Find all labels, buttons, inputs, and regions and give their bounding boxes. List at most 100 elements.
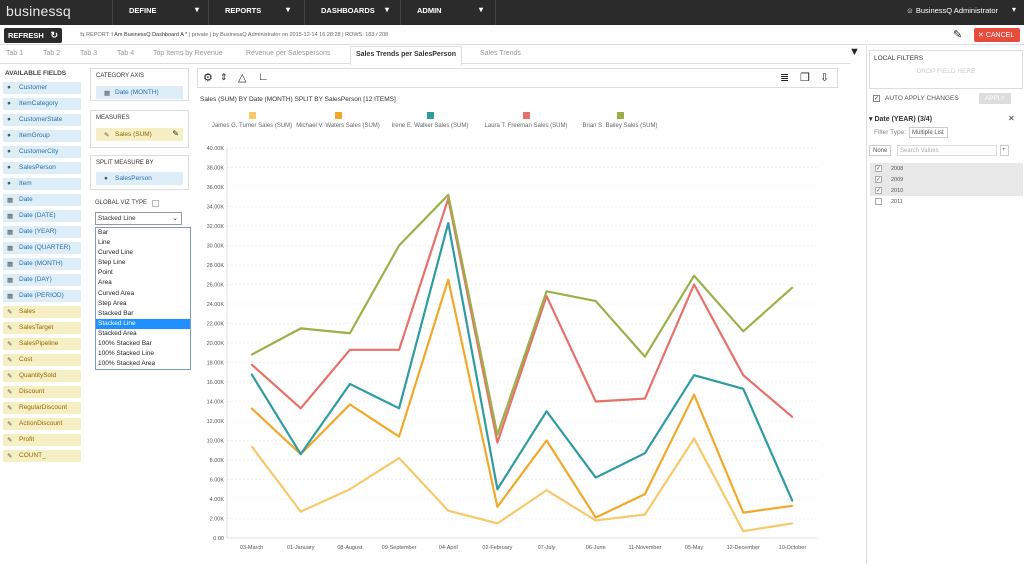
field-salestarget[interactable]: ✎ SalesTarget bbox=[3, 322, 81, 334]
drop-field-zone[interactable]: DROP FIELD HERE bbox=[916, 68, 976, 75]
viz-option-curved-area[interactable]: Curved Area bbox=[98, 289, 135, 297]
viz-option-stacked-area[interactable]: Stacked Area bbox=[98, 329, 137, 337]
filter-type-select[interactable]: Multiple List bbox=[909, 127, 948, 138]
y-tick-label: 36.00K bbox=[207, 185, 225, 191]
split-measure-chip[interactable]: ● SalesPerson bbox=[96, 172, 183, 185]
field-itemcategory[interactable]: ● ItemCategory bbox=[3, 98, 81, 110]
field-date[interactable]: ▦ Date bbox=[3, 194, 81, 206]
tab-revenue-per-salespersons[interactable]: Revenue per Salespersons bbox=[246, 50, 331, 57]
tab-2[interactable]: Tab 2 bbox=[43, 50, 61, 57]
category-axis-chip[interactable]: ▦ Date (MONTH) bbox=[96, 86, 183, 99]
download-icon[interactable]: ⇩ bbox=[820, 72, 830, 84]
nav-admin[interactable]: ADMIN ▾ bbox=[400, 0, 496, 25]
search-values-input[interactable]: Search Values bbox=[897, 145, 997, 156]
pencil-icon[interactable]: ✎ bbox=[953, 29, 963, 41]
viz-type-checkbox[interactable] bbox=[152, 200, 159, 207]
field-regulardiscount[interactable]: ✎ RegularDiscount bbox=[3, 402, 81, 414]
data-point bbox=[496, 441, 499, 444]
legend-item[interactable]: Irene E. Walker Sales (SUM) bbox=[375, 112, 485, 129]
tab-sales-trends[interactable]: Sales Trends bbox=[480, 50, 521, 57]
legend-item[interactable]: Michael V. Waters Sales (SUM) bbox=[283, 112, 393, 129]
field-actiondiscount[interactable]: ✎ ActionDiscount bbox=[3, 418, 81, 430]
field-itemgroup[interactable]: ● ItemGroup bbox=[3, 130, 81, 142]
auto-apply-checkbox[interactable]: ✓ bbox=[873, 95, 880, 102]
legend-item[interactable]: James G. Turner Sales (SUM) bbox=[197, 112, 307, 129]
tab-1[interactable]: Tab 1 bbox=[6, 50, 24, 57]
field-quantitysold[interactable]: ✎ QuantitySold bbox=[3, 370, 81, 382]
ruler-icon: ✎ bbox=[7, 421, 13, 428]
filter-value-2009[interactable]: ✓ 2009 bbox=[870, 174, 1023, 185]
viz-option-stacked-line[interactable]: Stacked Line bbox=[96, 318, 190, 329]
viz-option-point[interactable]: Point bbox=[98, 269, 113, 277]
copy-icon[interactable]: ❐ bbox=[800, 72, 810, 84]
viz-option-line[interactable]: Line bbox=[98, 239, 111, 247]
filter-value-checkbox[interactable]: ✓ bbox=[875, 187, 882, 194]
data-point bbox=[693, 283, 695, 286]
field-customer[interactable]: ● Customer bbox=[3, 82, 81, 94]
viz-option-step-line[interactable]: Step Line bbox=[98, 259, 126, 267]
tab-3[interactable]: Tab 3 bbox=[80, 50, 98, 57]
field-date-period[interactable]: ▦ Date (PERIOD) bbox=[3, 290, 81, 302]
viz-option-step-area[interactable]: Step Area bbox=[98, 299, 127, 307]
none-button[interactable]: None bbox=[869, 145, 891, 156]
field-customerstate[interactable]: ● CustomerState bbox=[3, 114, 81, 126]
field-date-day[interactable]: ▦ Date (DAY) bbox=[3, 274, 81, 286]
viz-option-stacked-bar[interactable]: Stacked Bar bbox=[98, 309, 134, 317]
viz-option-area[interactable]: Area bbox=[98, 279, 112, 287]
viz-option-curved-line[interactable]: Curved Line bbox=[98, 249, 134, 257]
field-date-quarter[interactable]: ▦ Date (QUARTER) bbox=[3, 242, 81, 254]
axes-icon[interactable]: ∟ bbox=[258, 71, 269, 83]
field-customercity[interactable]: ● CustomerCity bbox=[3, 146, 81, 158]
close-icon[interactable]: ✕ bbox=[1008, 114, 1015, 123]
refresh-button[interactable]: REFRESH ↻ bbox=[4, 28, 62, 43]
field-profit[interactable]: ✎ Profit bbox=[3, 434, 81, 446]
filter-value-label: 2008 bbox=[891, 166, 904, 172]
cancel-button[interactable]: ✕ CANCEL bbox=[974, 28, 1020, 42]
field-date-year[interactable]: ▦ Date (YEAR) bbox=[3, 226, 81, 238]
viz-option-100-stacked-bar[interactable]: 100% Stacked Bar bbox=[98, 340, 152, 348]
gear-icon[interactable]: ⚙ bbox=[203, 72, 213, 84]
dimension-icon: ● bbox=[7, 84, 11, 91]
filter-value-2010[interactable]: ✓ 2010 bbox=[870, 185, 1023, 196]
tab-4[interactable]: Tab 4 bbox=[117, 50, 135, 57]
apply-button[interactable]: APPLY bbox=[979, 93, 1011, 104]
triangle-icon[interactable]: △ bbox=[238, 72, 247, 84]
viz-option-100-stacked-line[interactable]: 100% Stacked Line bbox=[98, 350, 155, 358]
pencil-icon[interactable]: ✎ bbox=[172, 129, 179, 138]
viz-option-bar[interactable]: Bar bbox=[98, 229, 109, 236]
funnel-icon[interactable]: ▼ bbox=[849, 46, 860, 58]
chevron-down-icon[interactable]: ▾ bbox=[1011, 5, 1016, 14]
field-discount[interactable]: ✎ Discount bbox=[3, 386, 81, 398]
field-item[interactable]: ● Item bbox=[3, 178, 81, 190]
user-menu[interactable]: ☺ BusinessQ Administrator bbox=[906, 6, 998, 15]
filter-value-checkbox[interactable]: ✓ bbox=[875, 176, 882, 183]
legend-item[interactable]: Laura T. Freeman Sales (SUM) bbox=[471, 112, 581, 129]
field-date-month[interactable]: ▦ Date (MONTH) bbox=[3, 258, 81, 270]
tab-sales-trends-per-salesperson[interactable]: Sales Trends per SalesPerson bbox=[350, 46, 462, 65]
viz-option-100-stacked-area[interactable]: 100% Stacked Area bbox=[98, 360, 156, 368]
date-year-filter-title[interactable]: ▾ Date (YEAR) (3/4) bbox=[869, 115, 932, 123]
category-axis-value: Date (MONTH) bbox=[115, 89, 159, 96]
field-date-date[interactable]: ▦ Date (DATE) bbox=[3, 210, 81, 222]
nav-define[interactable]: DEFINE ▾ bbox=[112, 0, 208, 25]
filter-value-2011[interactable]: 2011 bbox=[870, 196, 1023, 207]
filter-value-checkbox[interactable] bbox=[875, 198, 882, 205]
measure-chip[interactable]: ✎ Sales (SUM) ✎ bbox=[96, 128, 183, 141]
nav-reports[interactable]: REPORTS ▾ bbox=[208, 0, 304, 25]
filter-value-checkbox[interactable]: ✓ bbox=[875, 165, 882, 172]
field-sales[interactable]: ✎ Sales bbox=[3, 306, 81, 318]
nav-dashboards[interactable]: DASHBOARDS ▾ bbox=[304, 0, 400, 25]
viz-type-select[interactable]: Stacked Line ⌄ bbox=[95, 212, 182, 225]
field-count[interactable]: ✎ COUNT_ bbox=[3, 450, 81, 462]
sort-icon[interactable]: ⇕ bbox=[220, 72, 228, 82]
field-salesperson[interactable]: ● SalesPerson bbox=[3, 162, 81, 174]
filter-value-2008[interactable]: ✓ 2008 bbox=[870, 163, 1023, 174]
field-salespipeline[interactable]: ✎ SalesPipeline bbox=[3, 338, 81, 350]
database-icon[interactable]: ≣ bbox=[780, 72, 790, 84]
field-cost[interactable]: ✎ Cost bbox=[3, 354, 81, 366]
x-tick-label: 05-May bbox=[685, 545, 704, 551]
data-point bbox=[644, 355, 646, 358]
tab-top-items-by-revenue[interactable]: Top Items by Revenue bbox=[153, 50, 223, 57]
legend-item[interactable]: Brian S. Bailey Sales (SUM) bbox=[565, 112, 675, 129]
search-values-button[interactable]: + bbox=[1000, 145, 1009, 156]
